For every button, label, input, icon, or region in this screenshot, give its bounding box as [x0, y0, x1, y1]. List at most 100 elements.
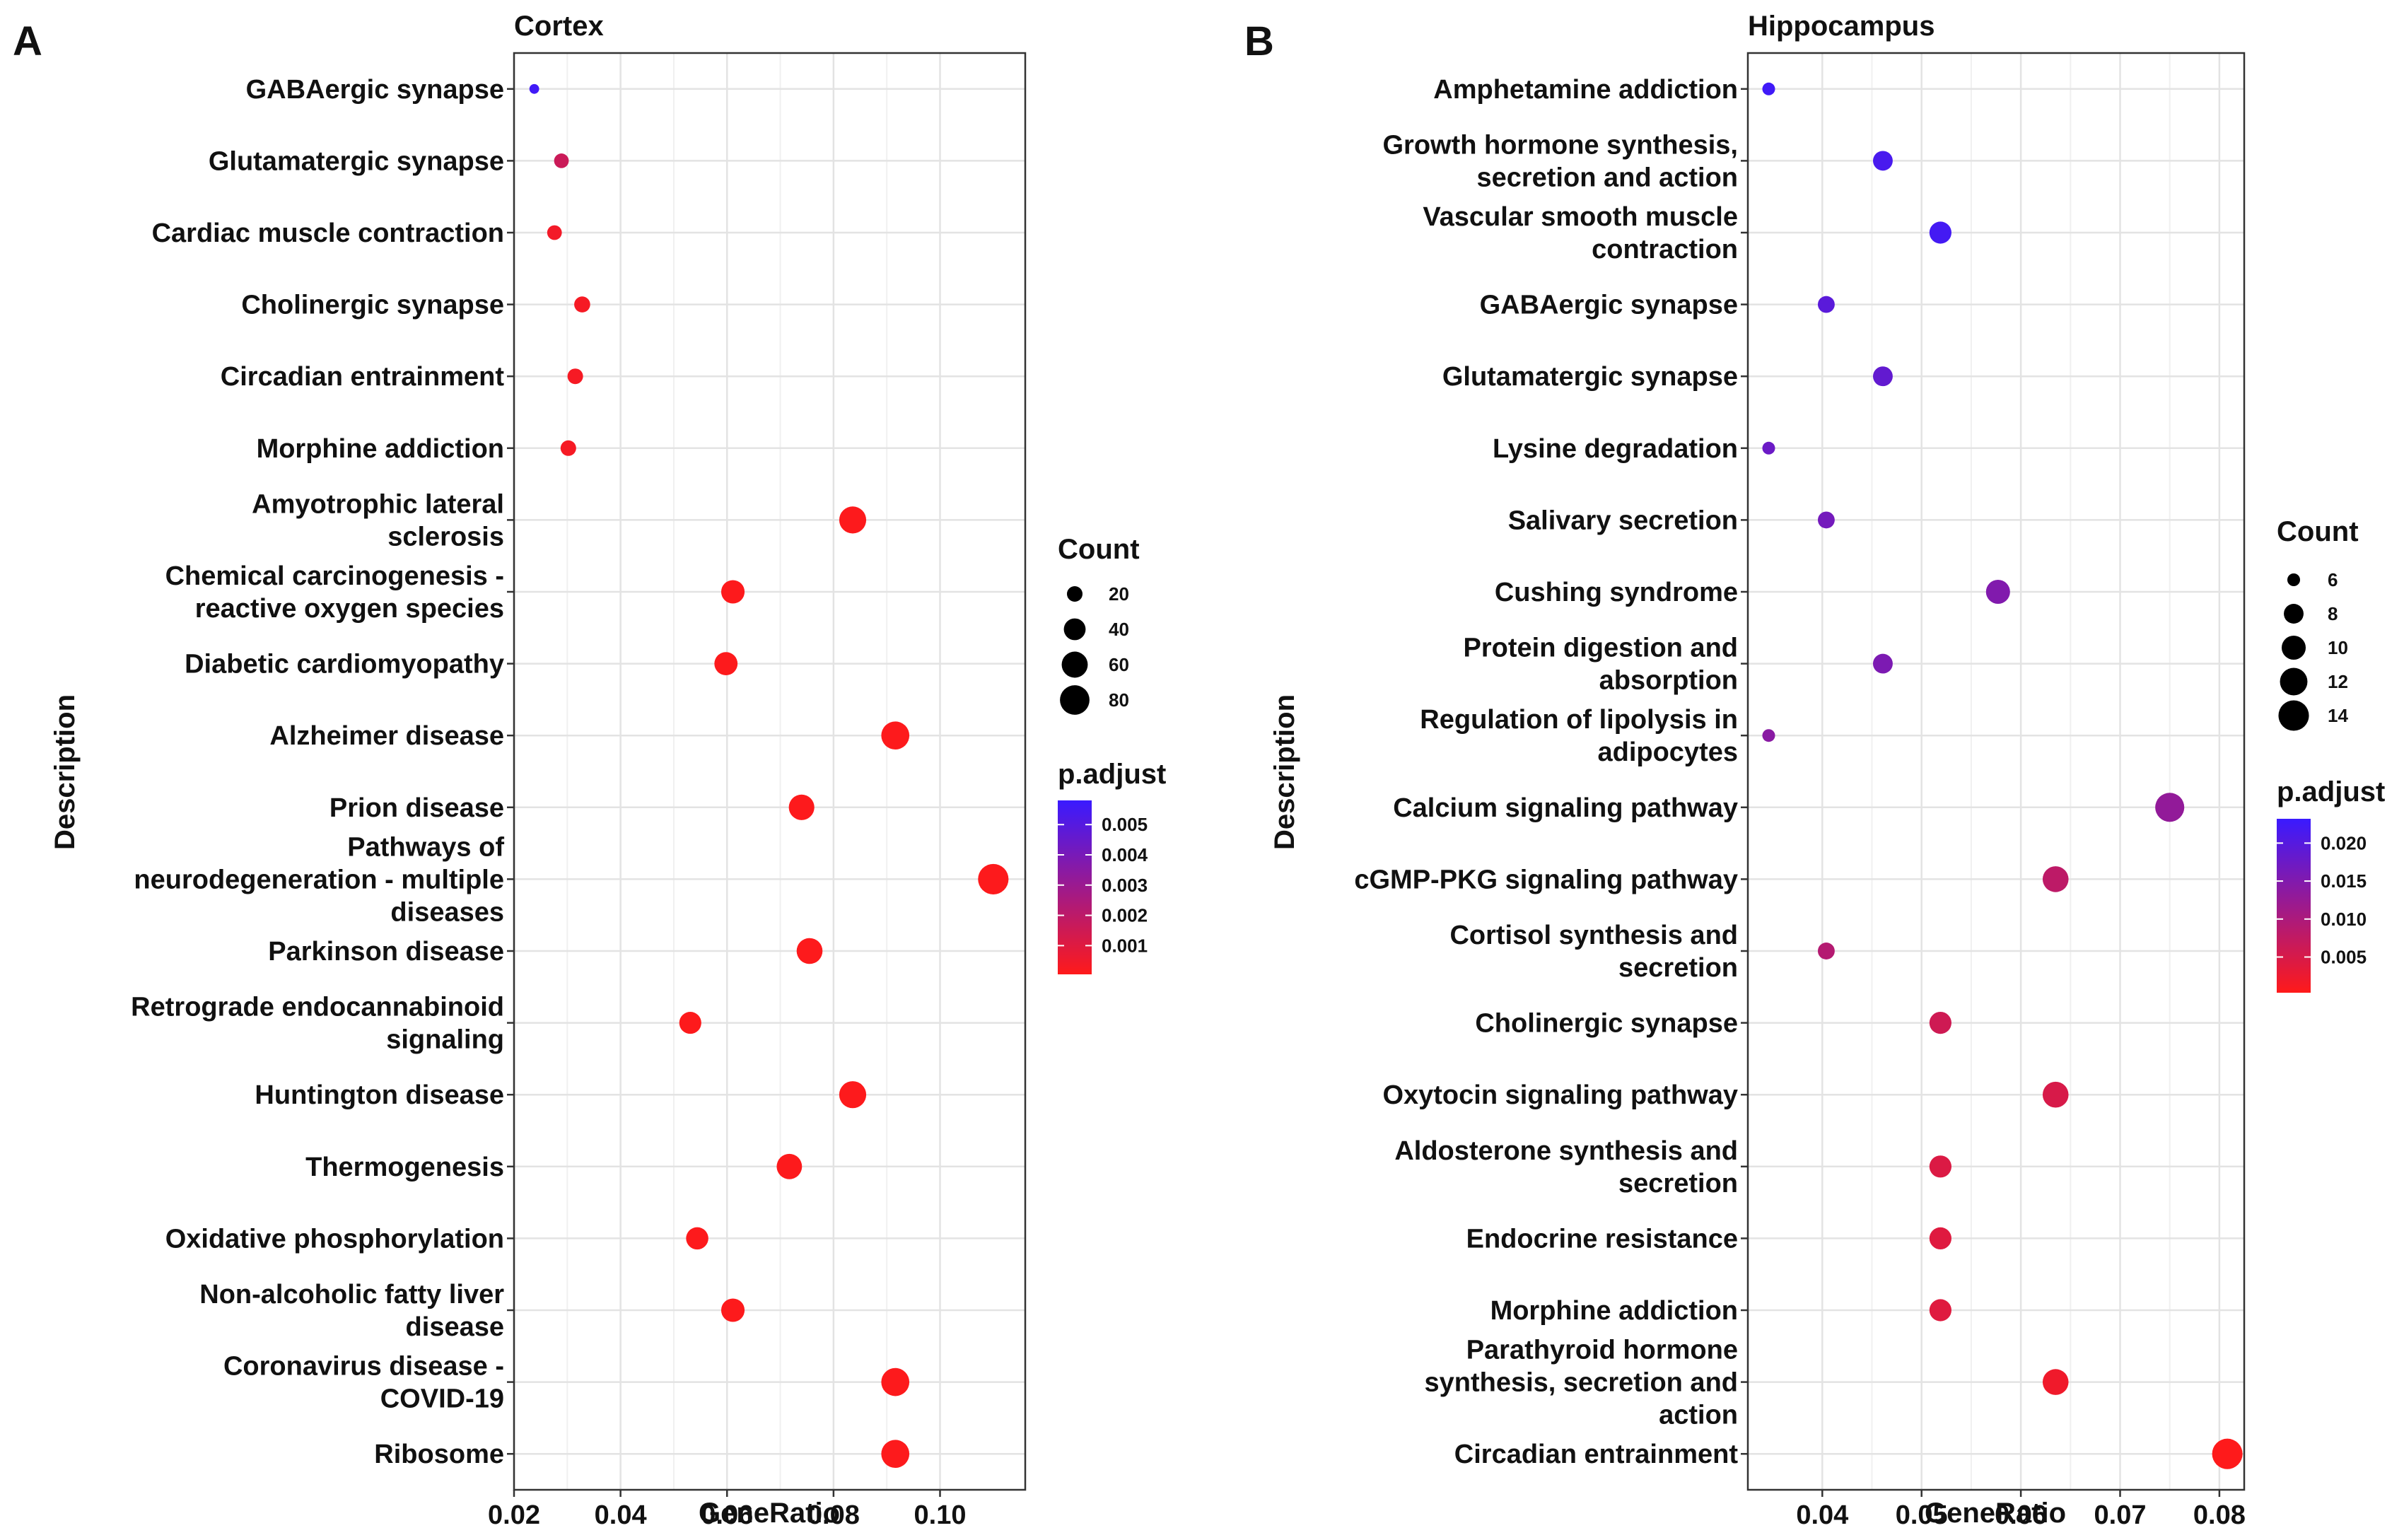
- panel-b-plot-area: 0.04 0.05 0.06 0.07 0.08 Amphetamine addictio…: [1354, 52, 2246, 1530]
- panel-a-category-label: Oxidative phosphorylation: [165, 1224, 504, 1254]
- panel-a-count-legend-key: [1061, 651, 1088, 678]
- panel-a-colorbar-label: 0.005: [1102, 814, 1148, 835]
- panel-a-data-point: [788, 794, 815, 820]
- panel-b-data-point: [1762, 729, 1775, 742]
- panel-b-data-point: [2155, 793, 2185, 822]
- panel-b-count-legend-label: 8: [2328, 603, 2338, 624]
- panel-b-colorbar-label: 0.015: [2321, 870, 2367, 892]
- panel-b-count-legend-key: [2280, 667, 2308, 696]
- panel-b-data-point: [1872, 151, 1893, 171]
- panel-b-category-label-line: secretion: [1618, 953, 1738, 983]
- panel-a-plot-background: [514, 53, 1025, 1490]
- panel-b-category-label: Cholinergic synapse: [1475, 1009, 1738, 1039]
- panel-a-category-label: Circadian entrainment: [221, 362, 505, 392]
- panel-b-count-legend-label: 6: [2328, 569, 2338, 590]
- panel-b-category-label-line: Lysine degradation: [1493, 434, 1738, 464]
- panel-b-plot-background: [1748, 53, 2244, 1490]
- panel-a-category-label-line: disease: [406, 1312, 504, 1342]
- panel-a-data-point: [574, 296, 590, 313]
- panel-b-category-label: Cortisol synthesis and secretion: [1449, 921, 1738, 983]
- panel-a-category-label-line: Diabetic cardiomyopathy: [185, 650, 504, 679]
- panel-a-x-tick-label: 0.08: [807, 1500, 860, 1530]
- panel-b-category-label: GABAergic synapse: [1480, 291, 1738, 320]
- panel-b-category-label-line: action: [1659, 1401, 1738, 1430]
- panel-b-category-label-line: Parathyroid hormone: [1466, 1336, 1738, 1365]
- panel-a-x-tick-label: 0.06: [701, 1500, 753, 1530]
- panel-b-plot-border: [1746, 52, 2246, 1491]
- panel-b-data-point: [1929, 1011, 1951, 1034]
- panel-a-category-label: Thermogenesis: [305, 1153, 504, 1182]
- panel-b-data-point: [1817, 511, 1835, 529]
- panel-a-x-tick-label: 0.04: [595, 1500, 647, 1530]
- panel-a-category-label: Pathways of neurodegeneration - multiple d…: [134, 832, 504, 927]
- panel-a-count-legend-label: 60: [1109, 654, 1129, 675]
- panel-b-category-label-line: Morphine addiction: [1490, 1296, 1738, 1326]
- panel-a-category-label-line: neurodegeneration - multiple: [134, 865, 504, 894]
- panel-a-category-label-line: reactive oxygen species: [195, 594, 504, 624]
- panel-b-category-label: Calcium signaling pathway: [1393, 793, 1738, 823]
- panel-a-x-tick-label: 0.02: [488, 1500, 540, 1530]
- panel-a-category-label: Glutamatergic synapse: [209, 146, 504, 176]
- panel-b-category-label: Vascular smooth muscle contraction: [1423, 202, 1738, 264]
- panel-b-x-tick-label: 0.05: [1896, 1500, 1948, 1530]
- panel-b-category-label: Growth hormone synthesis, secretion and a…: [1382, 130, 1738, 192]
- panel-b-colorbar-label: 0.005: [2321, 947, 2367, 968]
- panel-a-category-label-line: Thermogenesis: [305, 1153, 504, 1182]
- panel-b-data-point: [1762, 441, 1775, 455]
- panel-b-category-label-line: Endocrine resistance: [1466, 1224, 1738, 1254]
- panel-a-data-point: [720, 1298, 745, 1322]
- panel-b-category-label: Oxytocin signaling pathway: [1382, 1080, 1738, 1110]
- panel-b-colorbar-label: 0.010: [2321, 909, 2367, 930]
- panel-a-data-point: [679, 1012, 701, 1034]
- panel-b-category-label: Circadian entrainment: [1454, 1440, 1739, 1469]
- panel-a-data-point: [881, 721, 910, 750]
- panel-b-colorbar-label: 0.020: [2321, 832, 2367, 853]
- panel-b-data-point: [2042, 866, 2069, 892]
- panel-a-category-label: Prion disease: [329, 793, 504, 823]
- panel-a-category-label: Parkinson disease: [268, 937, 504, 967]
- panel-b-category-label-line: Glutamatergic synapse: [1442, 362, 1738, 392]
- panel-b-category-label-line: absorption: [1599, 666, 1738, 696]
- panel-b-data-point: [1929, 1299, 1951, 1322]
- panel-a-category-label-line: Amyotrophic lateral: [252, 489, 504, 519]
- panel-a-category-label: Coronavirus disease -COVID-19: [223, 1352, 504, 1414]
- panel-b-data-point: [1929, 1155, 1951, 1178]
- panel-a-legends: Count p.adjust 20 40 60 80 0.005 0.004 0.003 0.…: [1058, 534, 1166, 974]
- panel-a-category-label-line: Parkinson disease: [268, 937, 504, 967]
- panel-a-data-point: [839, 506, 867, 534]
- panel-a-colorbar-label: 0.001: [1102, 935, 1148, 956]
- panel-b-count-legend-label: 12: [2328, 671, 2348, 692]
- panel-b-category-label: Lysine degradation: [1493, 434, 1738, 464]
- panel-a-count-legend-label: 20: [1109, 583, 1129, 605]
- panel-b-hippocampus: 0.04 0.05 0.06 0.07 0.08 Amphetamine addictio…: [1244, 11, 2385, 1530]
- panel-b-category-label: Morphine addiction: [1490, 1296, 1738, 1326]
- panel-a-category-label-line: Cardiac muscle contraction: [152, 218, 504, 248]
- panel-b-letter: B: [1244, 18, 1274, 64]
- panel-b-count-legend-key: [2281, 635, 2306, 660]
- panel-a-category-label-line: Non-alcoholic fatty liver: [199, 1280, 504, 1309]
- panel-a-colorbar-label: 0.004: [1102, 844, 1148, 865]
- panel-b-count-legend-label: 10: [2328, 637, 2348, 658]
- panel-a-category-label-line: sclerosis: [387, 522, 504, 552]
- panel-b-padjust-colorbar: [2277, 819, 2311, 993]
- panel-b-category-label-line: Calcium signaling pathway: [1393, 793, 1738, 823]
- panel-b-data-point: [1762, 82, 1775, 95]
- panel-a-category-label: Chemical carcinogenesis -reactive oxygen…: [165, 561, 504, 624]
- panel-a-count-legend-key: [1063, 618, 1086, 641]
- panel-b-title: Hippocampus: [1748, 11, 1935, 42]
- panel-b-data-point: [2042, 1081, 2069, 1108]
- panel-b-x-tick-label: 0.08: [2193, 1500, 2246, 1530]
- panel-b-category-label-line: Salivary secretion: [1508, 506, 1738, 535]
- panel-b-count-legend-key: [2287, 573, 2301, 587]
- panel-b-category-label: Cushing syndrome: [1495, 578, 1738, 607]
- panel-b-data-point: [1817, 943, 1835, 959]
- panel-b-category-label: Amphetamine addiction: [1433, 75, 1738, 105]
- panel-b-points: [1762, 82, 2243, 1469]
- panel-a-padjust-colorbar: [1058, 800, 1092, 974]
- panel-a-data-point: [881, 1367, 910, 1396]
- panel-a-count-legend-key: [1060, 685, 1090, 715]
- panel-a-category-label-line: Prion disease: [329, 793, 504, 823]
- panel-a-data-point: [567, 368, 583, 385]
- panel-a-category-label: GABAergic synapse: [246, 75, 504, 105]
- panel-a-data-point: [978, 863, 1009, 894]
